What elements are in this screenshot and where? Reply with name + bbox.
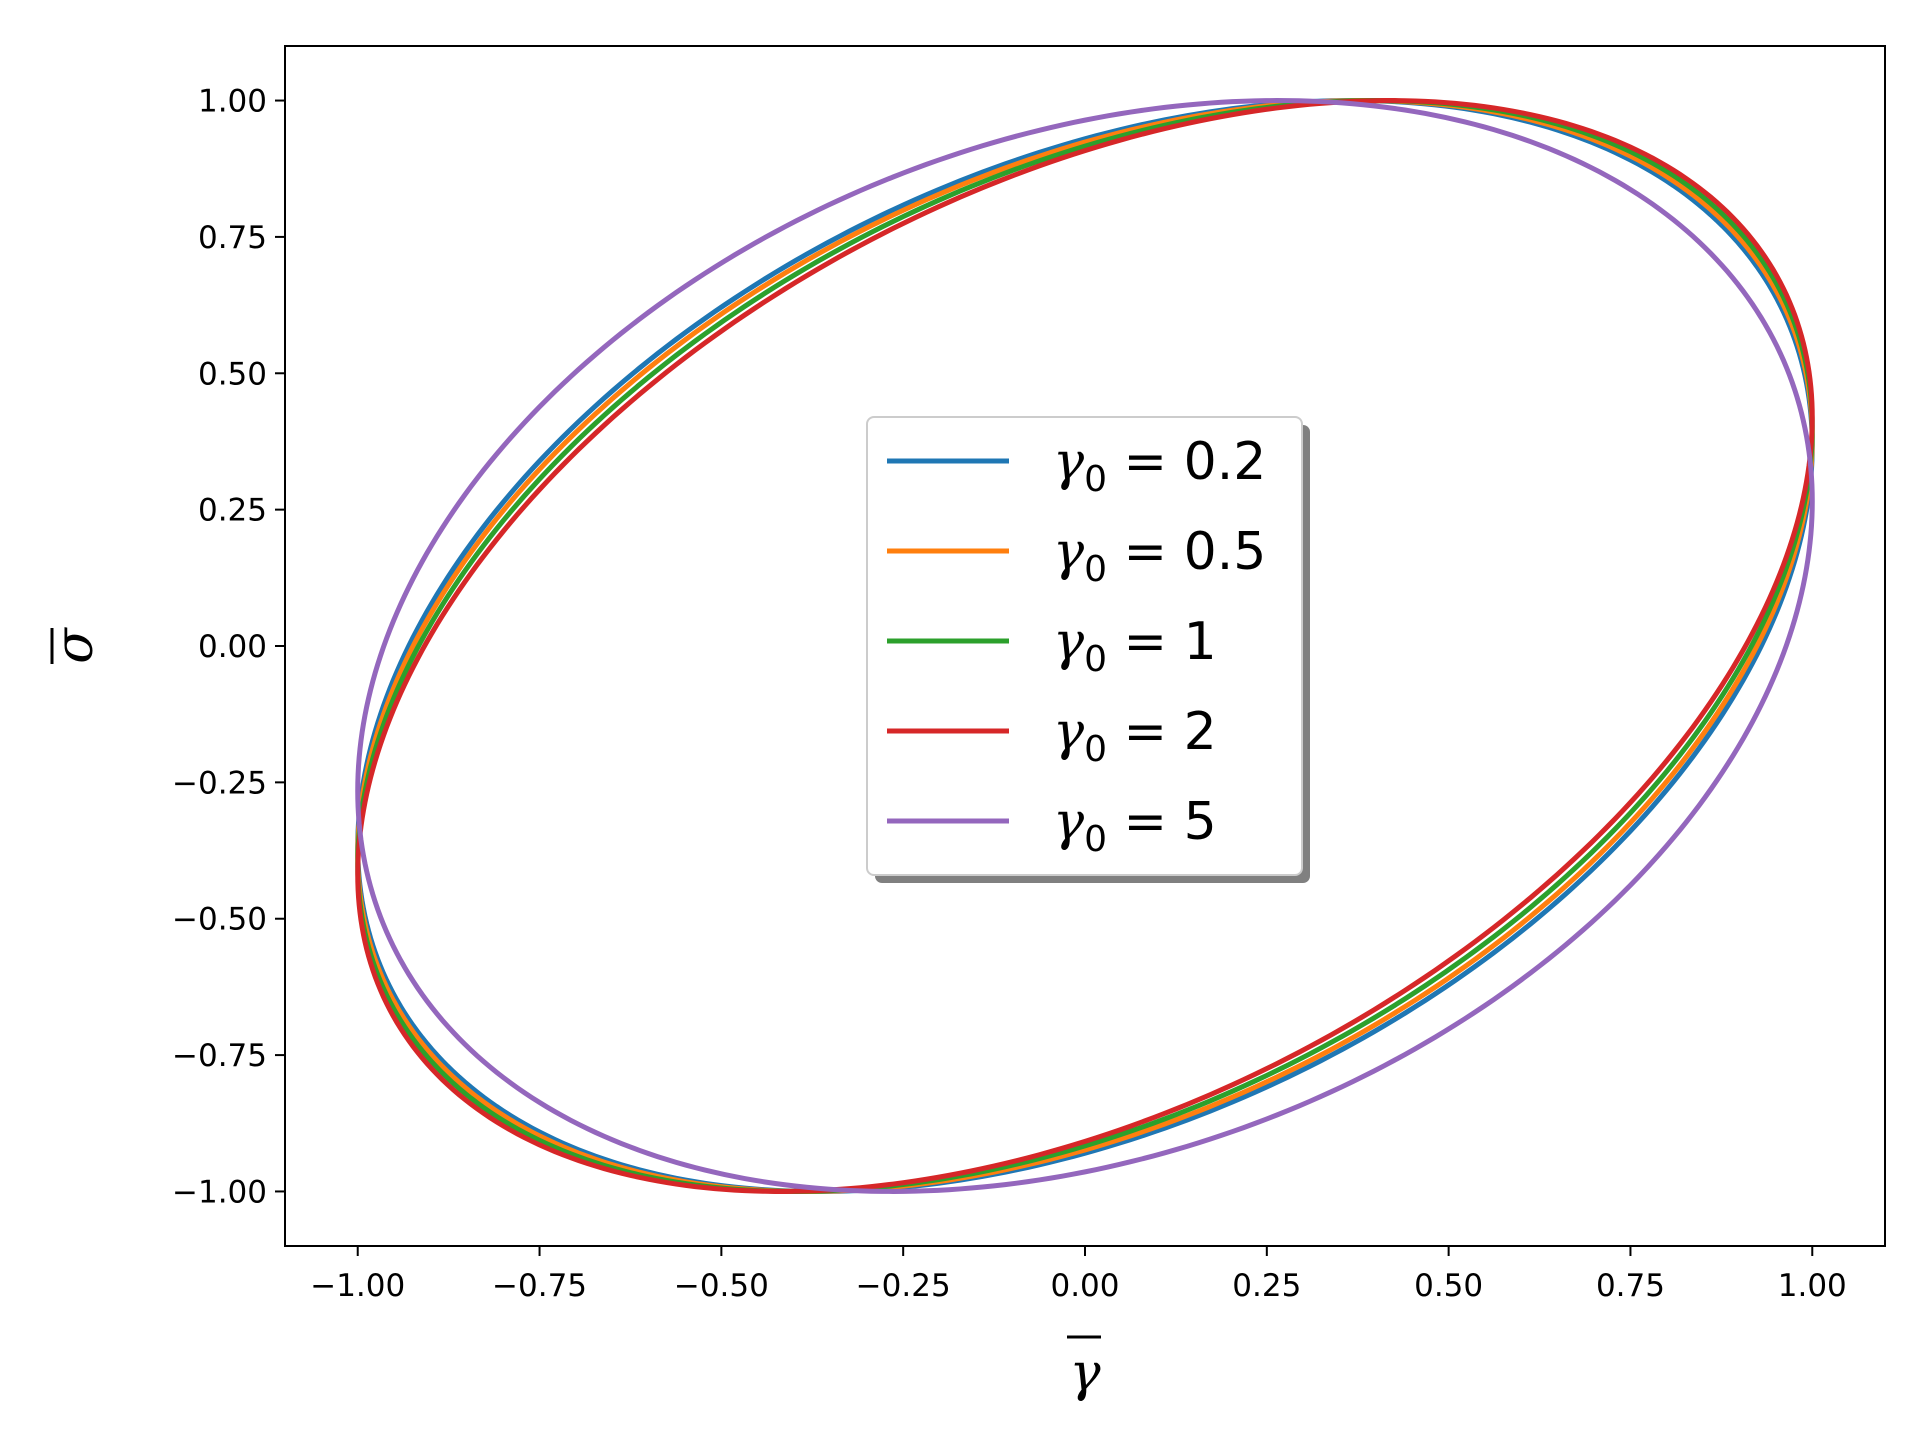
y-tick-label: −0.75 <box>172 1038 267 1074</box>
legend-label-3: γ0 = 2 <box>1053 702 1217 770</box>
legend-label-2: γ0 = 1 <box>1053 612 1217 680</box>
x-tick-label: 0.50 <box>1414 1268 1483 1304</box>
y-tick-label: −1.00 <box>172 1174 267 1210</box>
y-tick-label: 0.75 <box>198 220 267 256</box>
legend-label-1: γ0 = 0.5 <box>1053 522 1266 590</box>
y-tick-label: −0.25 <box>172 765 267 801</box>
y-axis-ticks: −1.00 −0.75 −0.50 −0.25 0.00 0.25 0.50 0.75 1.00 <box>172 84 285 1210</box>
y-tick-label: 0.00 <box>198 629 267 665</box>
y-tick-label: 1.00 <box>198 84 267 120</box>
x-tick-label: −0.50 <box>674 1268 769 1304</box>
legend-label-0: γ0 = 0.2 <box>1053 432 1266 500</box>
y-axis-label: σ <box>45 627 105 664</box>
legend-label-4: γ0 = 5 <box>1053 792 1217 860</box>
x-axis-label-text: γ <box>1069 1343 1101 1403</box>
x-axis-ticks: −1.00 −0.75 −0.50 −0.25 0.00 0.25 0.50 0.75 1.00 <box>310 1246 1847 1304</box>
x-tick-label: 1.00 <box>1778 1268 1847 1304</box>
x-tick-label: 0.25 <box>1232 1268 1301 1304</box>
x-tick-label: 0.75 <box>1596 1268 1665 1304</box>
series-curves <box>355 98 1815 1194</box>
legend: γ0 = 0.2 γ0 = 0.5 γ0 = 1 γ0 = 2 γ0 = 5 <box>866 416 1310 883</box>
x-tick-label: −0.75 <box>492 1268 587 1304</box>
x-axis-label: γ <box>1067 1335 1101 1403</box>
series-line-4 <box>355 98 1815 1194</box>
x-tick-label: −0.25 <box>856 1268 951 1304</box>
x-tick-label: −1.00 <box>310 1268 405 1304</box>
series-line-3 <box>355 98 1815 1194</box>
legend-box <box>866 416 1303 876</box>
y-tick-label: 0.25 <box>198 493 267 529</box>
y-axis-label-text: σ <box>45 627 105 664</box>
y-tick-label: −0.50 <box>172 902 267 938</box>
y-tick-label: 0.50 <box>198 356 267 392</box>
x-tick-label: 0.00 <box>1050 1268 1119 1304</box>
